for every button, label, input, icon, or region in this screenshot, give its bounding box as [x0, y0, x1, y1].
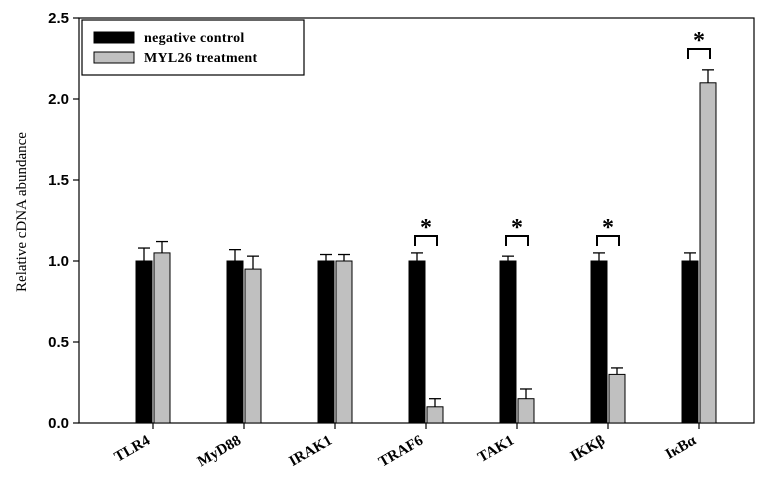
bar: [681, 260, 699, 424]
x-tick-label: IRAK1: [287, 433, 335, 470]
y-tick-label: 2.0: [48, 91, 69, 108]
significance-star: *: [420, 215, 432, 241]
significance-bracket: [596, 235, 620, 246]
bars-group: [135, 69, 717, 424]
bar: [135, 260, 153, 424]
x-tick-label: IκBα: [663, 432, 700, 462]
legend-box: [81, 19, 305, 76]
legend-label: negative control: [144, 31, 245, 46]
bar: [153, 252, 171, 424]
y-tick-label: 1.0: [48, 253, 69, 270]
significance-star: *: [511, 215, 523, 241]
y-tick-label: 0.0: [48, 415, 69, 432]
significance-star: *: [693, 28, 705, 54]
x-tick-label: TLR4: [112, 432, 154, 465]
significance-bracket: [687, 48, 711, 59]
x-tick-label: TAK1: [475, 433, 517, 466]
bar: [317, 260, 335, 424]
x-tick-label: TRAF6: [376, 432, 426, 470]
annotations-group: * * * *: [414, 28, 711, 246]
bar: [699, 82, 717, 424]
legend-swatch: [93, 51, 135, 64]
significance-bracket: [505, 235, 529, 246]
significance-star: *: [602, 215, 614, 241]
legend-swatch: [93, 31, 135, 44]
bar: [408, 260, 426, 424]
bar: [244, 268, 262, 424]
y-tick-label: 2.5: [48, 10, 69, 27]
bar: [499, 260, 517, 424]
y-tick-label: 0.5: [48, 334, 69, 351]
bar: [335, 260, 353, 424]
bar: [608, 373, 626, 424]
bar: [590, 260, 608, 424]
y-tick-label: 1.5: [48, 172, 69, 189]
bar: [517, 398, 535, 424]
x-tick-label: IKKβ: [568, 433, 608, 465]
bar: [426, 406, 444, 424]
y-axis-label: Relative cDNA abundance: [14, 132, 30, 292]
significance-bracket: [414, 235, 438, 246]
legend: negative control MYL26 treatment: [81, 19, 305, 76]
bar: [226, 260, 244, 424]
x-tick-label: MyD88: [195, 433, 244, 471]
legend-label: MYL26 treatment: [144, 51, 258, 66]
